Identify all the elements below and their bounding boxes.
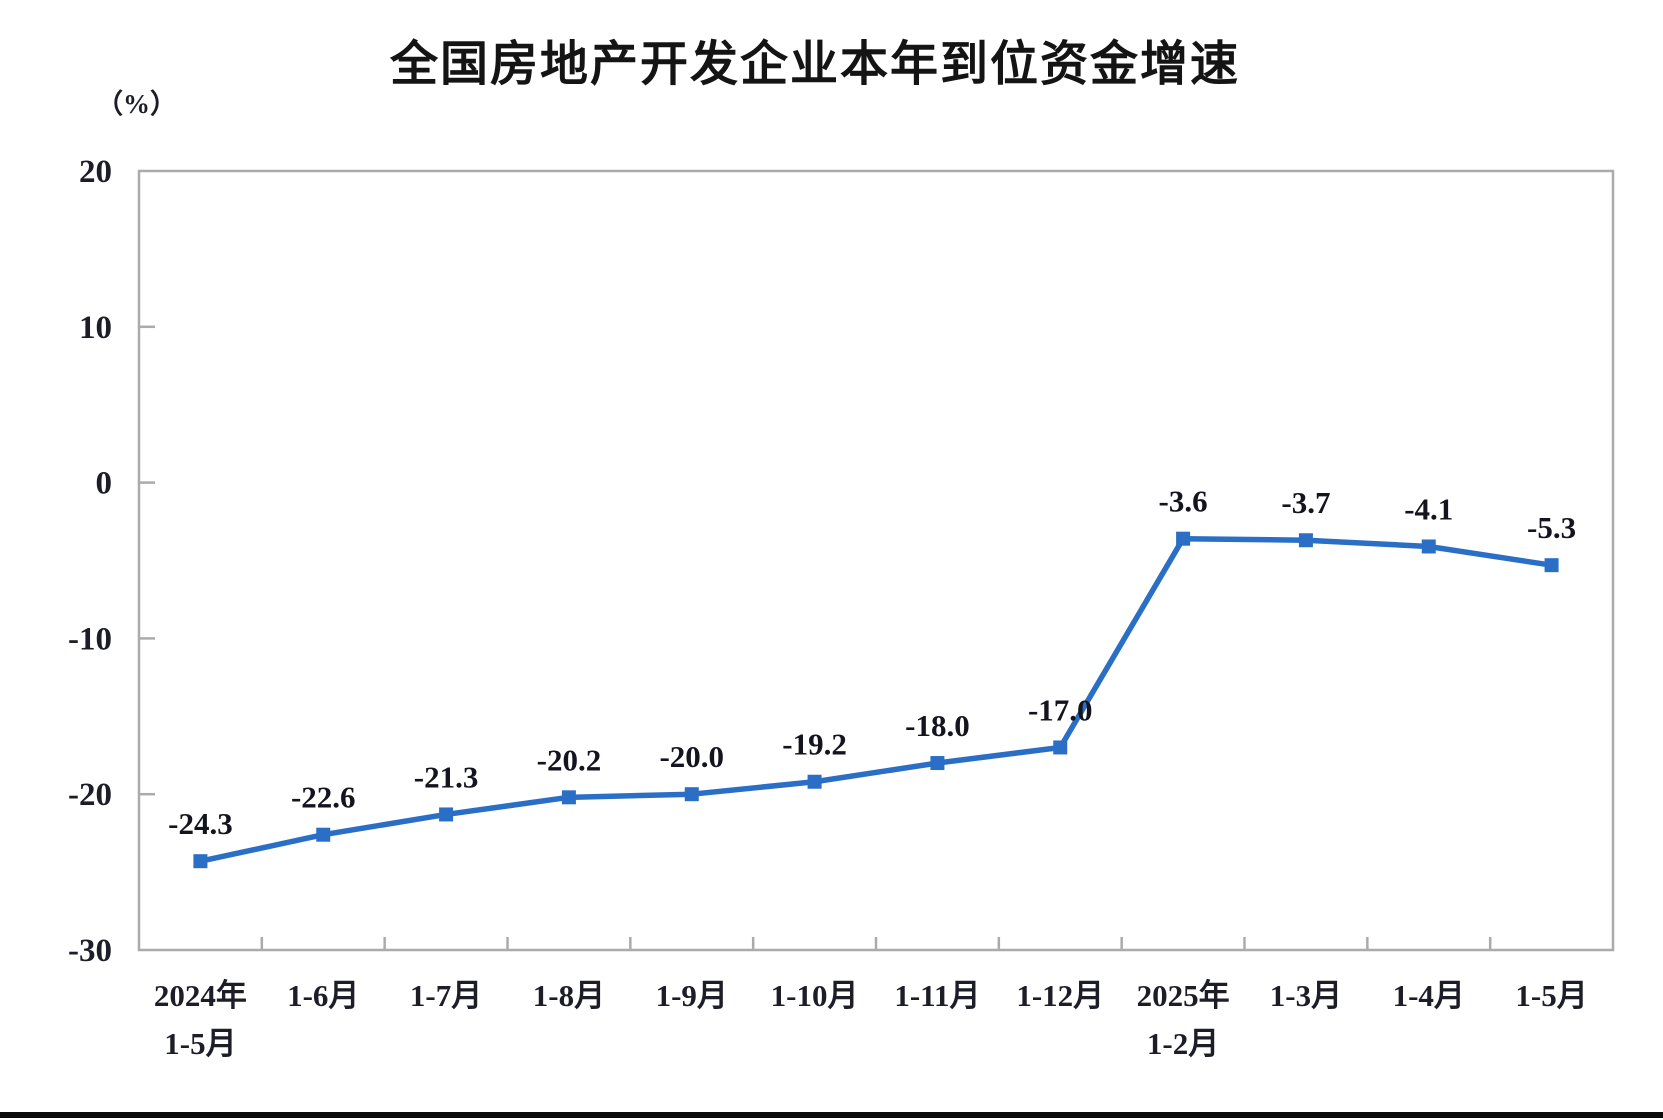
data-marker	[1053, 740, 1068, 755]
x-axis-label: 1-12月	[1016, 978, 1104, 1013]
chart-title: 全国房地产开发企业本年到位资金增速	[389, 38, 1240, 91]
data-label: -21.3	[414, 759, 479, 794]
x-axis-label: 1-7月	[410, 978, 482, 1013]
x-axis-label: 1-5月	[1515, 978, 1587, 1013]
x-axis-label: 1-6月	[287, 978, 359, 1013]
data-label: -24.3	[168, 806, 233, 841]
data-marker	[684, 787, 699, 802]
data-marker	[1176, 531, 1191, 546]
data-marker	[1544, 558, 1559, 573]
y-axis-unit-label: （%）	[96, 89, 177, 119]
data-marker	[807, 774, 822, 789]
x-axis-label: 2024年	[154, 978, 247, 1013]
data-marker	[439, 807, 454, 822]
y-tick-label: -30	[68, 933, 112, 969]
x-axis-label: 1-8月	[533, 978, 605, 1013]
data-marker	[1298, 533, 1313, 548]
data-label: -17.0	[1028, 692, 1093, 727]
data-label: -22.6	[291, 780, 356, 815]
x-axis-label: 1-10月	[771, 978, 859, 1013]
data-label: -5.3	[1527, 510, 1576, 545]
y-tick-label: 0	[96, 466, 113, 502]
data-label: -18.0	[905, 708, 970, 743]
y-tick-label: -20	[68, 777, 112, 813]
data-label: -3.7	[1281, 485, 1330, 520]
y-tick-label: 20	[79, 154, 112, 190]
x-axis-label: 1-2月	[1147, 1026, 1219, 1061]
bottom-divider	[0, 1112, 1663, 1118]
data-marker	[316, 827, 331, 842]
data-marker	[193, 854, 208, 869]
data-line	[197, 535, 1555, 864]
x-axis-label: 1-9月	[656, 978, 728, 1013]
data-label: -20.2	[537, 742, 602, 777]
data-label: -20.0	[659, 739, 724, 774]
data-marker	[1421, 539, 1436, 554]
data-label: -4.1	[1404, 491, 1453, 526]
data-label: -19.2	[782, 727, 847, 762]
data-marker	[930, 756, 945, 771]
x-axis-label: 1-5月	[164, 1026, 236, 1061]
data-marker	[561, 790, 576, 805]
y-tick-label: -10	[68, 621, 112, 657]
x-axis-label: 2025年	[1137, 978, 1230, 1013]
plot-border	[137, 169, 1615, 952]
x-axis-label: 1-4月	[1393, 978, 1465, 1013]
data-label: -3.6	[1159, 484, 1208, 519]
y-tick-label: 10	[79, 310, 112, 346]
x-axis-label: 1-3月	[1270, 978, 1342, 1013]
x-axis-label: 1-11月	[894, 978, 980, 1013]
